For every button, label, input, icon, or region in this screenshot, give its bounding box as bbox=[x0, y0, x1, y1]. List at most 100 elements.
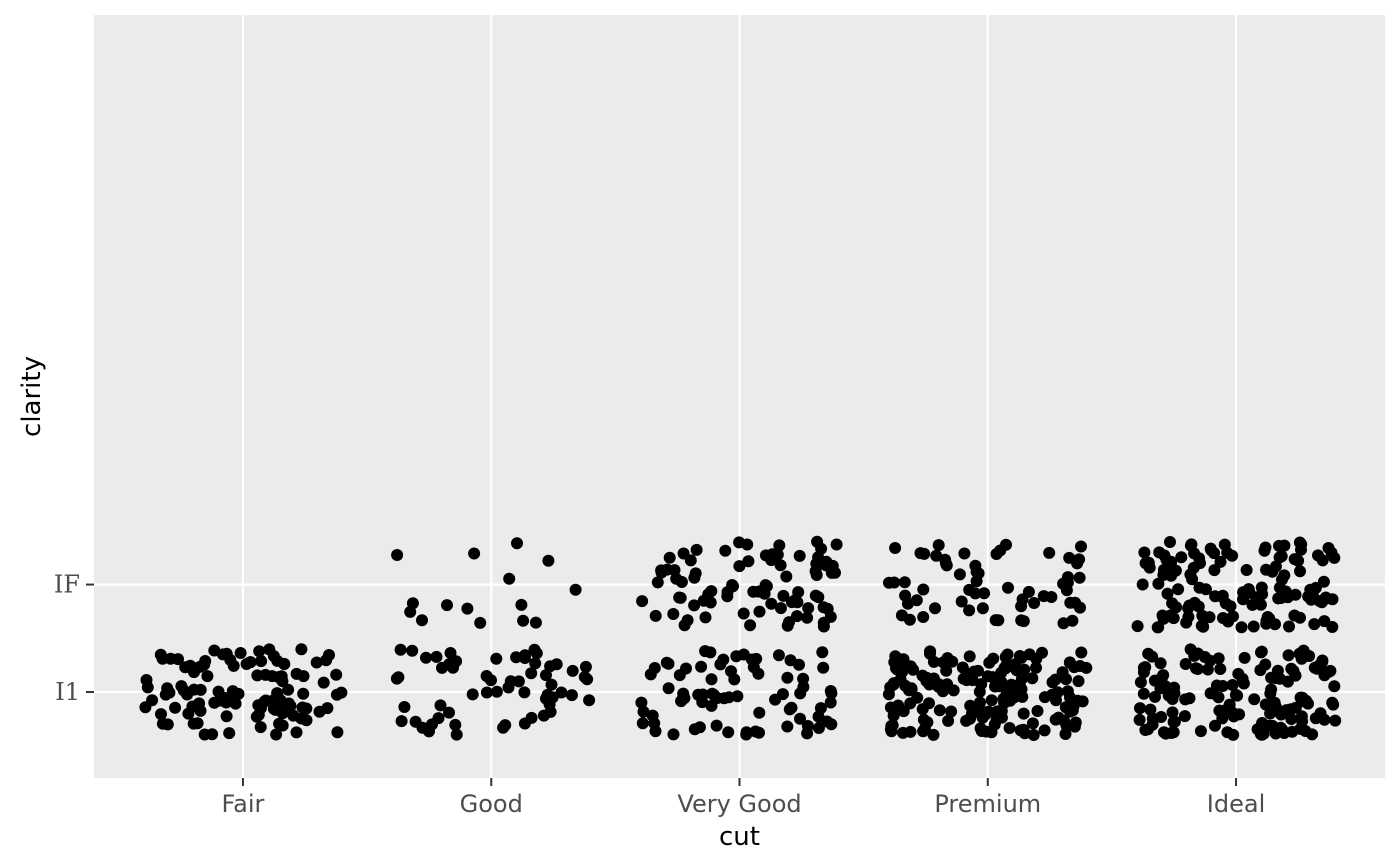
data-point bbox=[1064, 596, 1077, 609]
data-point bbox=[1295, 710, 1308, 723]
data-point bbox=[895, 609, 908, 622]
data-point bbox=[976, 602, 989, 615]
data-point bbox=[794, 712, 806, 725]
data-point bbox=[1209, 590, 1222, 603]
data-point bbox=[1139, 724, 1152, 736]
data-point bbox=[140, 674, 153, 686]
data-point bbox=[1008, 691, 1021, 704]
data-point bbox=[1138, 546, 1151, 559]
data-point bbox=[888, 576, 901, 589]
data-point bbox=[772, 649, 785, 662]
data-point bbox=[1328, 680, 1341, 693]
data-point bbox=[1009, 658, 1022, 671]
data-point bbox=[1142, 556, 1155, 569]
data-point bbox=[1260, 563, 1273, 576]
data-point bbox=[518, 686, 531, 699]
data-point bbox=[1255, 581, 1268, 594]
data-point bbox=[1204, 687, 1217, 700]
data-point bbox=[1067, 700, 1080, 713]
data-point bbox=[1153, 546, 1166, 559]
data-point bbox=[1246, 598, 1259, 611]
data-point bbox=[662, 657, 675, 670]
data-point bbox=[253, 645, 266, 658]
data-point bbox=[1288, 553, 1301, 566]
data-point bbox=[947, 684, 960, 697]
data-point bbox=[705, 585, 718, 598]
data-point bbox=[519, 649, 531, 662]
data-point bbox=[821, 715, 833, 728]
x-axis: Fair Good Very Good Premium Ideal bbox=[222, 778, 1265, 818]
data-point bbox=[234, 647, 247, 659]
data-point bbox=[1295, 652, 1308, 665]
data-point bbox=[648, 717, 661, 730]
data-point bbox=[323, 649, 335, 661]
data-point bbox=[188, 666, 200, 679]
data-point bbox=[914, 547, 927, 560]
data-point bbox=[740, 728, 753, 741]
data-point bbox=[1066, 614, 1079, 627]
data-point bbox=[956, 661, 969, 674]
data-point bbox=[744, 619, 757, 632]
data-point bbox=[974, 696, 986, 709]
data-point bbox=[678, 619, 691, 632]
data-point bbox=[295, 643, 308, 656]
data-point bbox=[989, 614, 1002, 627]
data-point bbox=[529, 657, 542, 670]
data-point bbox=[1017, 615, 1030, 628]
data-point bbox=[726, 579, 739, 591]
data-point bbox=[1139, 661, 1152, 674]
data-point bbox=[812, 722, 825, 734]
data-point bbox=[1240, 564, 1253, 576]
data-point bbox=[892, 699, 905, 712]
data-point bbox=[826, 559, 839, 572]
data-point bbox=[420, 651, 432, 664]
data-point bbox=[801, 611, 814, 624]
data-point bbox=[1275, 708, 1288, 721]
data-point bbox=[449, 718, 462, 731]
x-axis-title: cut bbox=[719, 822, 760, 852]
data-point bbox=[999, 651, 1012, 663]
data-point bbox=[169, 701, 182, 714]
data-point bbox=[416, 614, 428, 627]
data-point bbox=[1026, 717, 1039, 730]
data-point bbox=[978, 587, 991, 600]
data-point bbox=[1194, 725, 1207, 738]
data-point bbox=[182, 707, 195, 720]
data-point bbox=[785, 701, 798, 714]
data-point bbox=[750, 652, 763, 665]
data-point bbox=[468, 547, 481, 560]
data-point bbox=[692, 688, 705, 701]
data-point bbox=[1283, 620, 1295, 633]
data-point bbox=[1208, 547, 1221, 560]
data-point bbox=[705, 673, 718, 686]
x-tick-label: Ideal bbox=[1207, 790, 1265, 818]
data-point bbox=[1288, 609, 1301, 622]
data-point bbox=[824, 696, 837, 709]
data-point bbox=[277, 698, 290, 711]
data-point bbox=[953, 568, 966, 581]
data-point bbox=[680, 662, 692, 675]
data-point bbox=[651, 576, 664, 589]
data-point bbox=[1238, 651, 1251, 664]
data-point bbox=[480, 670, 493, 682]
data-point bbox=[1247, 620, 1260, 633]
data-point bbox=[690, 543, 703, 556]
data-point bbox=[1318, 666, 1331, 679]
data-point bbox=[793, 658, 805, 671]
data-point bbox=[945, 705, 958, 718]
data-point bbox=[970, 565, 983, 578]
data-point bbox=[707, 688, 720, 701]
data-point bbox=[1188, 596, 1201, 609]
data-point bbox=[191, 717, 204, 730]
data-point bbox=[636, 717, 649, 730]
data-point bbox=[753, 706, 766, 719]
data-point bbox=[490, 652, 503, 665]
data-point bbox=[583, 694, 596, 707]
data-point bbox=[1169, 564, 1182, 577]
data-point bbox=[1156, 609, 1169, 622]
data-point bbox=[409, 715, 422, 728]
data-point bbox=[1309, 712, 1322, 725]
data-point bbox=[1179, 658, 1192, 670]
data-point bbox=[773, 539, 786, 552]
data-point bbox=[1218, 538, 1231, 551]
